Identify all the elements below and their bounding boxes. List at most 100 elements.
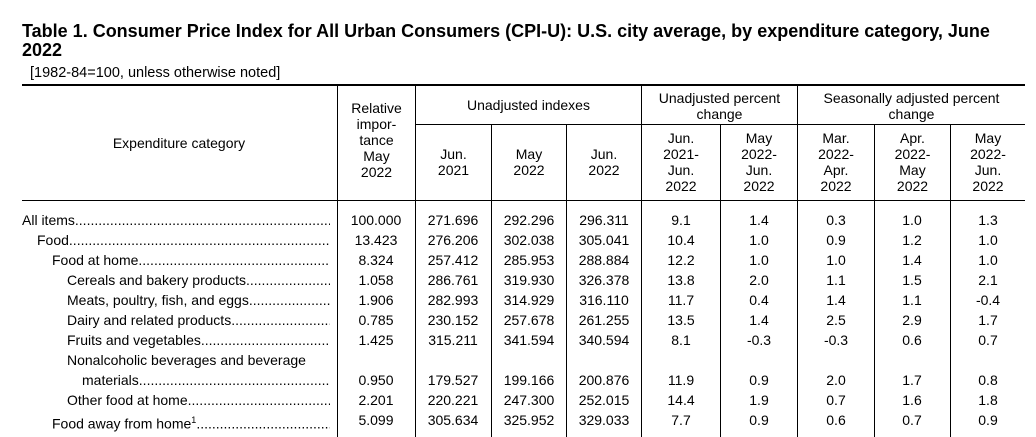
divider (641, 84, 642, 437)
row-label: Food....................................… (37, 232, 330, 248)
table-cell: 0.9 (749, 412, 769, 428)
table-cell: 0.7 (826, 392, 846, 408)
table-cell: 0.6 (826, 412, 846, 428)
table-cell: 286.761 (427, 272, 479, 288)
table-cell: 316.110 (579, 292, 629, 308)
table-cell: 247.300 (503, 392, 555, 408)
divider (491, 125, 492, 437)
table-cell: 1.0 (902, 212, 922, 228)
subheader-jun-2022: Jun. 2022 (588, 146, 620, 178)
table-cell: 179.527 (427, 372, 479, 388)
table-cell: -0.4 (975, 292, 1001, 308)
row-label: Food away from home1....................… (52, 415, 330, 432)
subheader-jun-2021: Jun. 2021 (437, 146, 470, 178)
table-cell: 296.311 (579, 212, 629, 228)
table-cell: 1.0 (749, 232, 769, 248)
table-cell: 0.6 (902, 332, 922, 348)
table-cell: 220.221 (427, 392, 479, 408)
row-label: Other food at home......................… (67, 392, 330, 408)
table-cell: 1.7 (978, 312, 998, 328)
table-cell: 1.1 (902, 292, 922, 308)
table-cell: 2.5 (826, 312, 846, 328)
table-cell: 0.785 (358, 312, 394, 328)
table-cell: 9.1 (671, 212, 691, 228)
table-cell: 2.1 (978, 272, 998, 288)
table-cell: 5.099 (358, 412, 394, 428)
divider (720, 125, 721, 437)
header-unadjusted-pct: Unadjusted percent change (658, 90, 781, 122)
header-category: Expenditure category (112, 135, 246, 151)
table-cell: 1.0 (978, 232, 998, 248)
table-cell: 2.0 (826, 372, 846, 388)
table-cell: 12.2 (667, 252, 695, 268)
divider (337, 84, 338, 437)
header-rule-unadj-pct (642, 124, 797, 125)
table-cell: 0.7 (902, 412, 922, 428)
table-cell: 2.201 (358, 392, 394, 408)
subheader-apr22-may22: Apr. 2022- May 2022 (894, 130, 931, 194)
header-bottom-rule (22, 200, 1025, 201)
table-cell: 1.2 (902, 232, 922, 248)
table-subtitle: [1982-84=100, unless otherwise noted] (30, 65, 281, 81)
subheader-jun21-jun22: Jun. 2021- Jun. 2022 (663, 130, 699, 194)
table-cell: 2.0 (749, 272, 769, 288)
table-cell: 100.000 (350, 212, 402, 228)
table-cell: 14.4 (667, 392, 695, 408)
table-cell: 1.0 (826, 252, 846, 268)
table-cell: 0.8 (978, 372, 998, 388)
table-cell: 8.324 (358, 252, 394, 268)
table-cell: 0.9 (749, 372, 769, 388)
table-cell: 1.0 (978, 252, 998, 268)
table-cell: 1.8 (978, 392, 998, 408)
table-cell: 257.412 (427, 252, 479, 268)
table-cell: 326.378 (578, 272, 630, 288)
table-cell: 282.993 (427, 292, 479, 308)
subheader-mar22-apr22: Mar. 2022- Apr. 2022 (818, 130, 854, 194)
table-title: Table 1. Consumer Price Index for All Ur… (22, 21, 990, 60)
table-cell: 261.255 (578, 312, 630, 328)
table-cell: 292.296 (503, 212, 555, 228)
table-cell: 13.423 (354, 232, 398, 248)
table-cell: 13.8 (667, 272, 695, 288)
table-cell: 1.9 (749, 392, 769, 408)
table-cell: 199.166 (503, 372, 555, 388)
divider (566, 125, 567, 437)
divider (797, 84, 798, 437)
table-cell: 305.041 (578, 232, 630, 248)
table-cell: 1.0 (749, 252, 769, 268)
row-label: Dairy and related products..............… (67, 312, 330, 328)
table-cell: 305.634 (427, 412, 479, 428)
table-cell: 325.952 (503, 412, 555, 428)
table-cell: 0.3 (826, 212, 846, 228)
table-cell: 200.876 (578, 372, 630, 388)
row-label: Food at home............................… (52, 252, 330, 268)
table-cell: 1.5 (902, 272, 922, 288)
table-cell: 1.4 (826, 292, 846, 308)
table-cell: 341.594 (503, 332, 555, 348)
table-cell: 285.953 (503, 252, 555, 268)
row-label: Fruits and vegetables...................… (67, 332, 330, 348)
divider (874, 125, 875, 437)
table-cell: 1.4 (902, 252, 922, 268)
table-cell: 276.206 (427, 232, 479, 248)
header-seasonal-pct: Seasonally adjusted percent change (823, 90, 1000, 122)
divider (950, 125, 951, 437)
header-unadjusted-indexes: Unadjusted indexes (467, 97, 590, 113)
table-cell: 340.594 (578, 332, 630, 348)
table-cell: 11.9 (667, 372, 695, 388)
row-label: Cereals and bakery products.............… (67, 272, 330, 288)
header-relative-importance: Relative impor- tance May 2022 (351, 100, 402, 180)
divider (415, 84, 416, 437)
table-cell: 288.884 (578, 252, 630, 268)
table-cell: 1.906 (358, 292, 394, 308)
table-cell: 10.4 (667, 232, 695, 248)
table-cell: 13.5 (667, 312, 695, 328)
top-rule (22, 84, 1025, 86)
table-cell: 8.1 (671, 332, 691, 348)
table-cell: 0.9 (826, 232, 846, 248)
table-cell: 0.950 (358, 372, 394, 388)
table-cell: 1.058 (358, 272, 394, 288)
table-cell: 257.678 (503, 312, 555, 328)
table-cell: 0.7 (978, 332, 998, 348)
table-cell: -0.3 (823, 332, 849, 348)
